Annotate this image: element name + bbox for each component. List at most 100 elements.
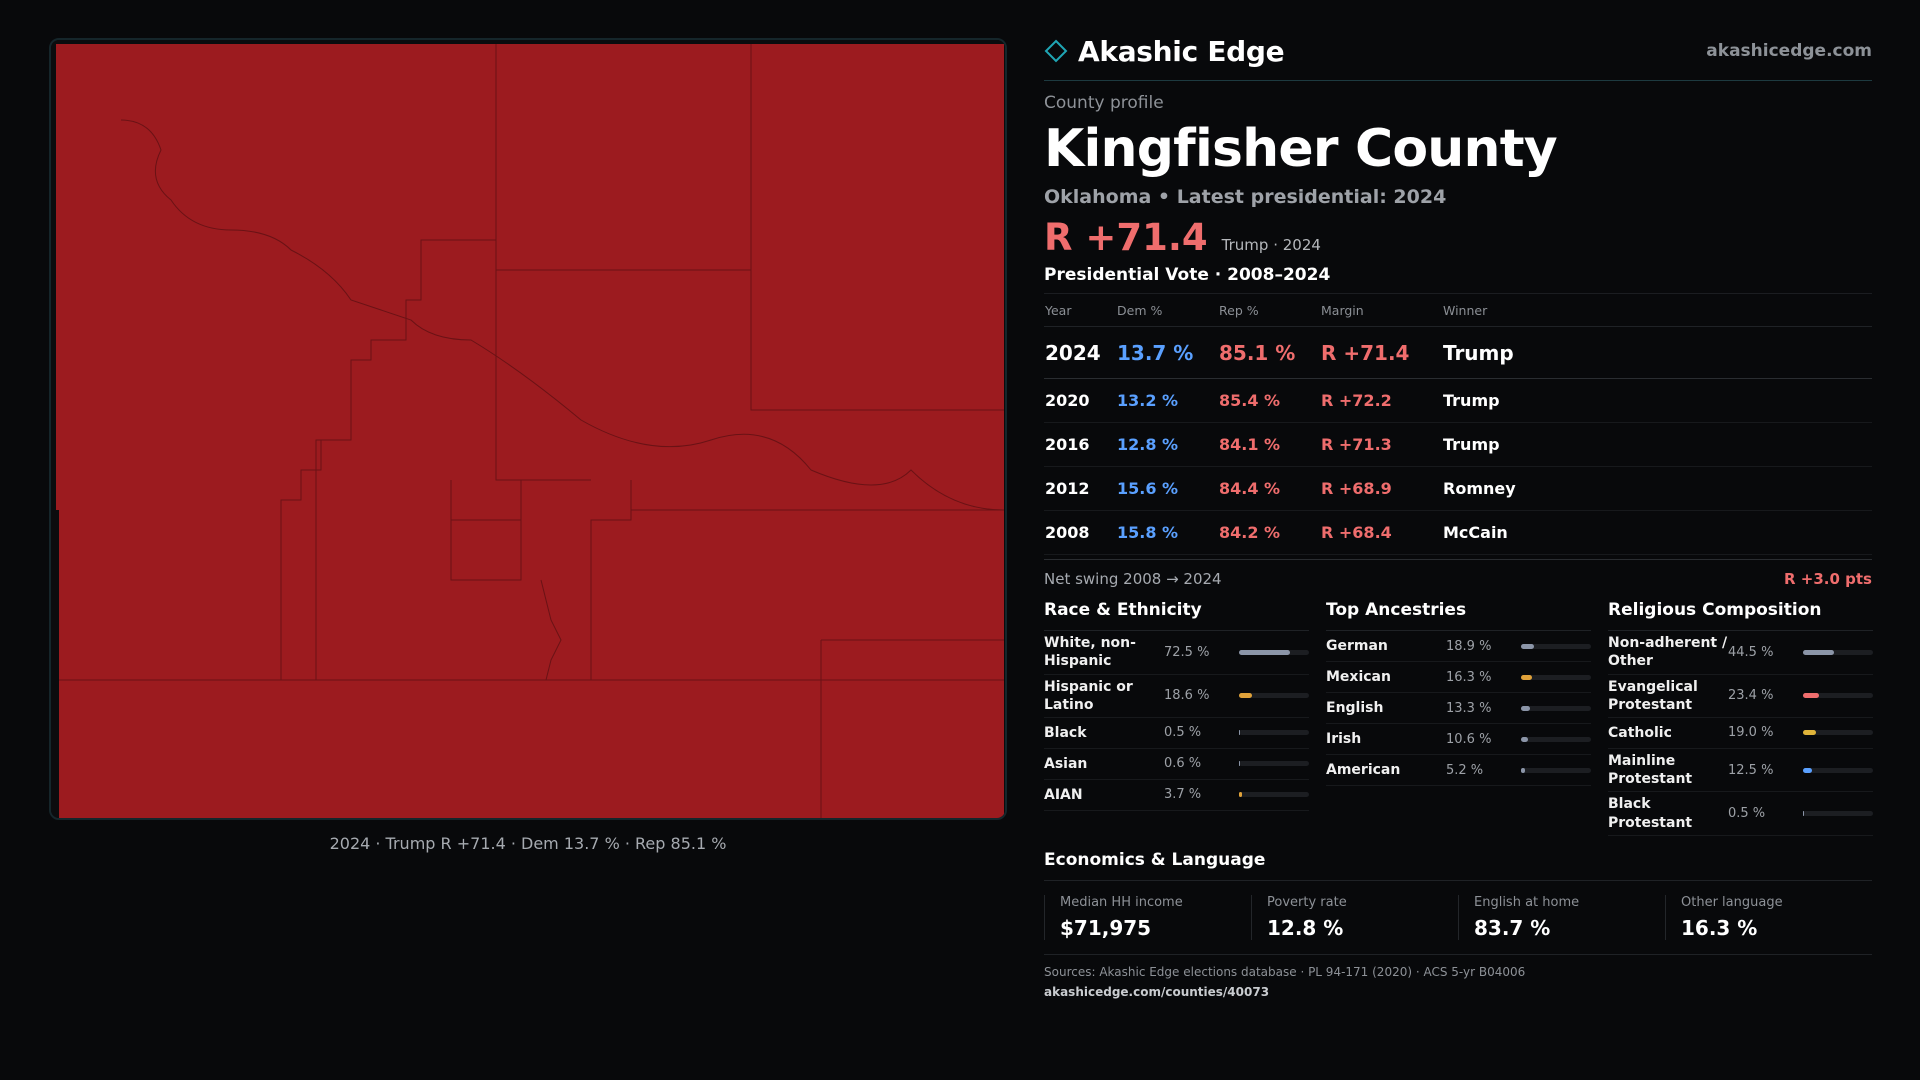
county-shape[interactable]	[56, 44, 1004, 818]
col-header-dem: Dem %	[1116, 294, 1218, 328]
demo-label: AIAN	[1044, 786, 1083, 803]
list-item: Irish 10.6 %	[1326, 724, 1591, 756]
demo-label: Asian	[1044, 755, 1088, 772]
table-row: 2024 13.7 % 85.1 % R +71.4 Trump	[1044, 326, 1872, 380]
brand-url-link[interactable]: akashicedge.com	[1706, 41, 1872, 61]
profile-subtitle: Oklahoma • Latest presidential: 2024	[1044, 186, 1447, 209]
econ-label: Median HH income	[1060, 894, 1183, 910]
demo-bar-fill	[1803, 767, 1812, 773]
demo-label: Mainline Protestant	[1608, 752, 1693, 788]
economics-grid: Median HH income $71,975 Poverty rate 12…	[1044, 894, 1872, 940]
list-item: Catholic 19.0 %	[1608, 718, 1873, 749]
demographics-grid: Race & Ethnicity White, non-Hispanic 72.…	[1044, 600, 1873, 836]
demo-race-ethnicity: Race & Ethnicity White, non-Hispanic 72.…	[1044, 600, 1309, 836]
demo-label: English	[1326, 700, 1384, 717]
cell-winner: Trump	[1442, 422, 1872, 468]
table-row: 2016 12.8 % 84.1 % R +71.3 Trump	[1044, 422, 1872, 468]
demo-bar	[1239, 693, 1309, 699]
econ-stat-poverty-rate: Poverty rate 12.8 %	[1251, 894, 1458, 940]
vote-section-title: Presidential Vote · 2008–2024	[1044, 265, 1872, 295]
demo-bar	[1521, 705, 1591, 711]
demo-bar-fill	[1239, 693, 1253, 699]
demo-bar-fill	[1521, 736, 1529, 742]
list-item: Mexican 16.3 %	[1326, 662, 1591, 694]
presidential-vote-table: Year Dem % Rep % Margin Winner 2024 13.7…	[1044, 294, 1872, 556]
headline-meta: Trump · 2024	[1221, 236, 1321, 255]
demo-bar-fill	[1803, 811, 1804, 816]
col-header-year: Year	[1044, 294, 1116, 328]
cell-margin: R +71.4	[1320, 326, 1442, 380]
col-header-winner: Winner	[1442, 294, 1872, 328]
demo-pct: 12.5 %	[1728, 762, 1774, 778]
demo-pct: 72.5 %	[1164, 644, 1210, 660]
sources-footer: Sources: Akashic Edge elections database…	[1044, 953, 1872, 999]
sources-url-link[interactable]: akashicedge.com/counties/40073	[1044, 984, 1270, 999]
county-map-svg	[51, 40, 1005, 818]
cell-rep: 85.1 %	[1218, 326, 1320, 380]
demo-label: American	[1326, 762, 1401, 779]
demo-bar-fill	[1239, 761, 1240, 767]
county-profile-panel: Akashic Edge akashicedge.com County prof…	[1044, 30, 1873, 999]
cell-year: 2020	[1044, 378, 1116, 424]
demo-pct: 13.3 %	[1446, 700, 1492, 716]
econ-label: Poverty rate	[1267, 894, 1347, 910]
demo-pct: 0.5 %	[1728, 806, 1766, 821]
demo-section-title: Race & Ethnicity	[1044, 600, 1309, 632]
table-row: 2020 13.2 % 85.4 % R +72.2 Trump	[1044, 378, 1872, 424]
list-item: Mainline Protestant 12.5 %	[1608, 749, 1873, 793]
cell-dem: 12.8 %	[1116, 422, 1218, 468]
list-item: Non-adherent / Other 44.5 %	[1608, 631, 1873, 675]
brand[interactable]: Akashic Edge	[1044, 35, 1285, 68]
cell-year: 2016	[1044, 422, 1116, 468]
demo-pct: 44.5 %	[1728, 644, 1774, 660]
county-map[interactable]	[49, 38, 1007, 820]
table-row: 2008 15.8 % 84.2 % R +68.4 McCain	[1044, 510, 1872, 556]
demo-bar-fill	[1521, 674, 1533, 680]
demo-bar	[1803, 730, 1873, 736]
cell-year: 2008	[1044, 510, 1116, 556]
demo-label: Mexican	[1326, 669, 1391, 686]
demo-bar-fill	[1803, 693, 1820, 699]
econ-value: 83.7 %	[1474, 915, 1551, 940]
demo-bar-fill	[1521, 767, 1525, 773]
demo-section-title: Religious Composition	[1608, 600, 1873, 632]
econ-value: $71,975	[1060, 915, 1152, 940]
econ-stat-english-at-home: English at home 83.7 %	[1458, 894, 1665, 940]
demo-pct: 0.5 %	[1164, 725, 1202, 741]
demo-label: Evangelical Protestant	[1608, 678, 1698, 713]
demo-bar	[1239, 730, 1309, 736]
cell-winner: Trump	[1442, 326, 1872, 380]
cell-year: 2012	[1044, 466, 1116, 512]
demo-bar	[1803, 649, 1873, 655]
demo-bar-fill	[1803, 730, 1817, 736]
demo-section-title: Top Ancestries	[1326, 600, 1591, 632]
demo-pct: 18.9 %	[1446, 638, 1492, 654]
demo-label: Catholic	[1608, 724, 1672, 741]
demo-bar	[1803, 693, 1873, 699]
demo-pct: 16.3 %	[1446, 669, 1492, 685]
brand-header: Akashic Edge akashicedge.com	[1044, 30, 1872, 81]
cell-rep: 84.2 %	[1218, 510, 1320, 556]
demo-bar-fill	[1803, 649, 1835, 655]
list-item: German 18.9 %	[1326, 631, 1591, 663]
demo-bar-fill	[1521, 705, 1531, 711]
demo-top-ancestries: Top Ancestries German 18.9 % Mexican 16.…	[1326, 600, 1591, 836]
demo-pct: 19.0 %	[1728, 725, 1774, 741]
headline-result: R +71.4 Trump · 2024	[1044, 216, 1872, 259]
table-row: 2012 15.6 % 84.4 % R +68.9 Romney	[1044, 466, 1872, 512]
col-header-rep: Rep %	[1218, 294, 1320, 328]
demo-bar	[1239, 649, 1309, 655]
cell-winner: Romney	[1442, 466, 1872, 512]
demo-bar-fill	[1239, 730, 1240, 736]
cell-dem: 15.8 %	[1116, 510, 1218, 556]
econ-value: 16.3 %	[1681, 915, 1758, 940]
cell-dem: 13.7 %	[1116, 326, 1218, 380]
demo-bar	[1521, 674, 1591, 680]
page-title: Kingfisher County	[1044, 119, 1558, 179]
list-item: Evangelical Protestant 23.4 %	[1608, 675, 1873, 718]
map-caption: 2024 · Trump R +71.4 · Dem 13.7 % · Rep …	[329, 834, 727, 853]
cell-dem: 13.2 %	[1116, 378, 1218, 424]
demo-bar-fill	[1521, 643, 1535, 649]
demo-bar	[1239, 792, 1309, 798]
demo-pct: 18.6 %	[1164, 688, 1210, 704]
